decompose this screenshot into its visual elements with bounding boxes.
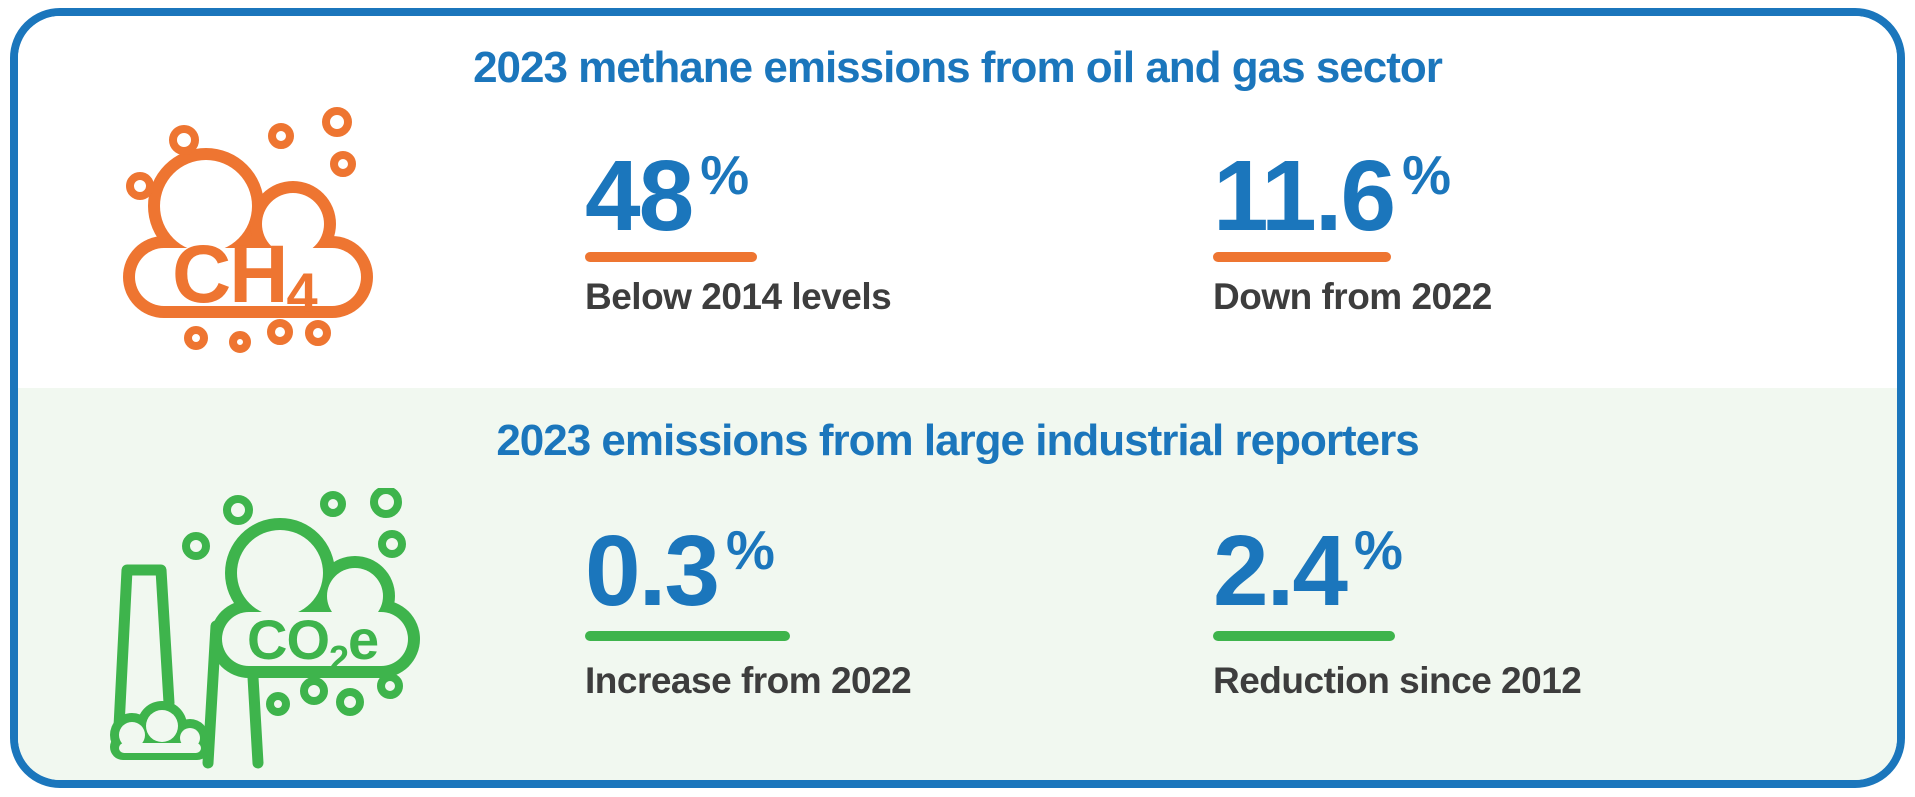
stat-methane-vs-2022: 11.6% Down from 2022 [1213, 146, 1492, 318]
stat-unit: % [726, 519, 775, 581]
stat-number: 11.6 [1213, 140, 1396, 252]
stat-value: 11.6% [1213, 146, 1492, 246]
gas-bubbles [126, 107, 356, 353]
section-title: 2023 emissions from large industrial rep… [496, 416, 1419, 465]
stat-label: Increase from 2022 [585, 660, 912, 701]
stat-co2e-vs-2022: 0.3% Increase from 2022 [585, 521, 912, 702]
stat-underline [1213, 631, 1395, 641]
stat-label: Down from 2022 [1213, 276, 1492, 317]
stat-number: 48 [585, 140, 694, 252]
stat-co2e-since-2012: 2.4% Reduction since 2012 [1213, 521, 1582, 702]
cloud-outline [123, 148, 373, 318]
emissions-summary-card: 2023 methane emissions from oil and gas … [10, 8, 1905, 788]
stat-underline [585, 252, 757, 262]
stat-label: Below 2014 levels [585, 276, 892, 317]
stat-number: 2.4 [1213, 515, 1348, 627]
stat-value: 2.4% [1213, 521, 1581, 621]
methane-cloud-icon: CH4 [123, 107, 373, 353]
stat-unit: % [1354, 519, 1403, 581]
section-industrial-reporters: 2023 emissions from large industrial rep… [18, 388, 1897, 780]
section-title: 2023 methane emissions from oil and gas … [473, 43, 1443, 92]
section-methane-oil-gas: 2023 methane emissions from oil and gas … [18, 16, 1897, 388]
stat-unit: % [1402, 144, 1452, 206]
stat-label: Reduction since 2012 [1213, 660, 1582, 701]
smoke-puff-cloud [110, 701, 210, 760]
stat-value: 48% [585, 146, 891, 246]
methane-formula: CH4 [172, 229, 317, 324]
gas-bubbles [182, 488, 406, 716]
co2e-cloud-icon: CO2e [110, 488, 420, 769]
stat-methane-vs-2014: 48% Below 2014 levels [585, 146, 892, 318]
stat-value: 0.3% [585, 521, 911, 621]
stat-underline [1213, 252, 1391, 262]
stat-underline [585, 631, 790, 641]
stat-number: 0.3 [585, 515, 720, 627]
cloud-outline [210, 518, 420, 678]
stat-unit: % [700, 144, 750, 206]
co2e-formula: CO2e [247, 608, 378, 679]
